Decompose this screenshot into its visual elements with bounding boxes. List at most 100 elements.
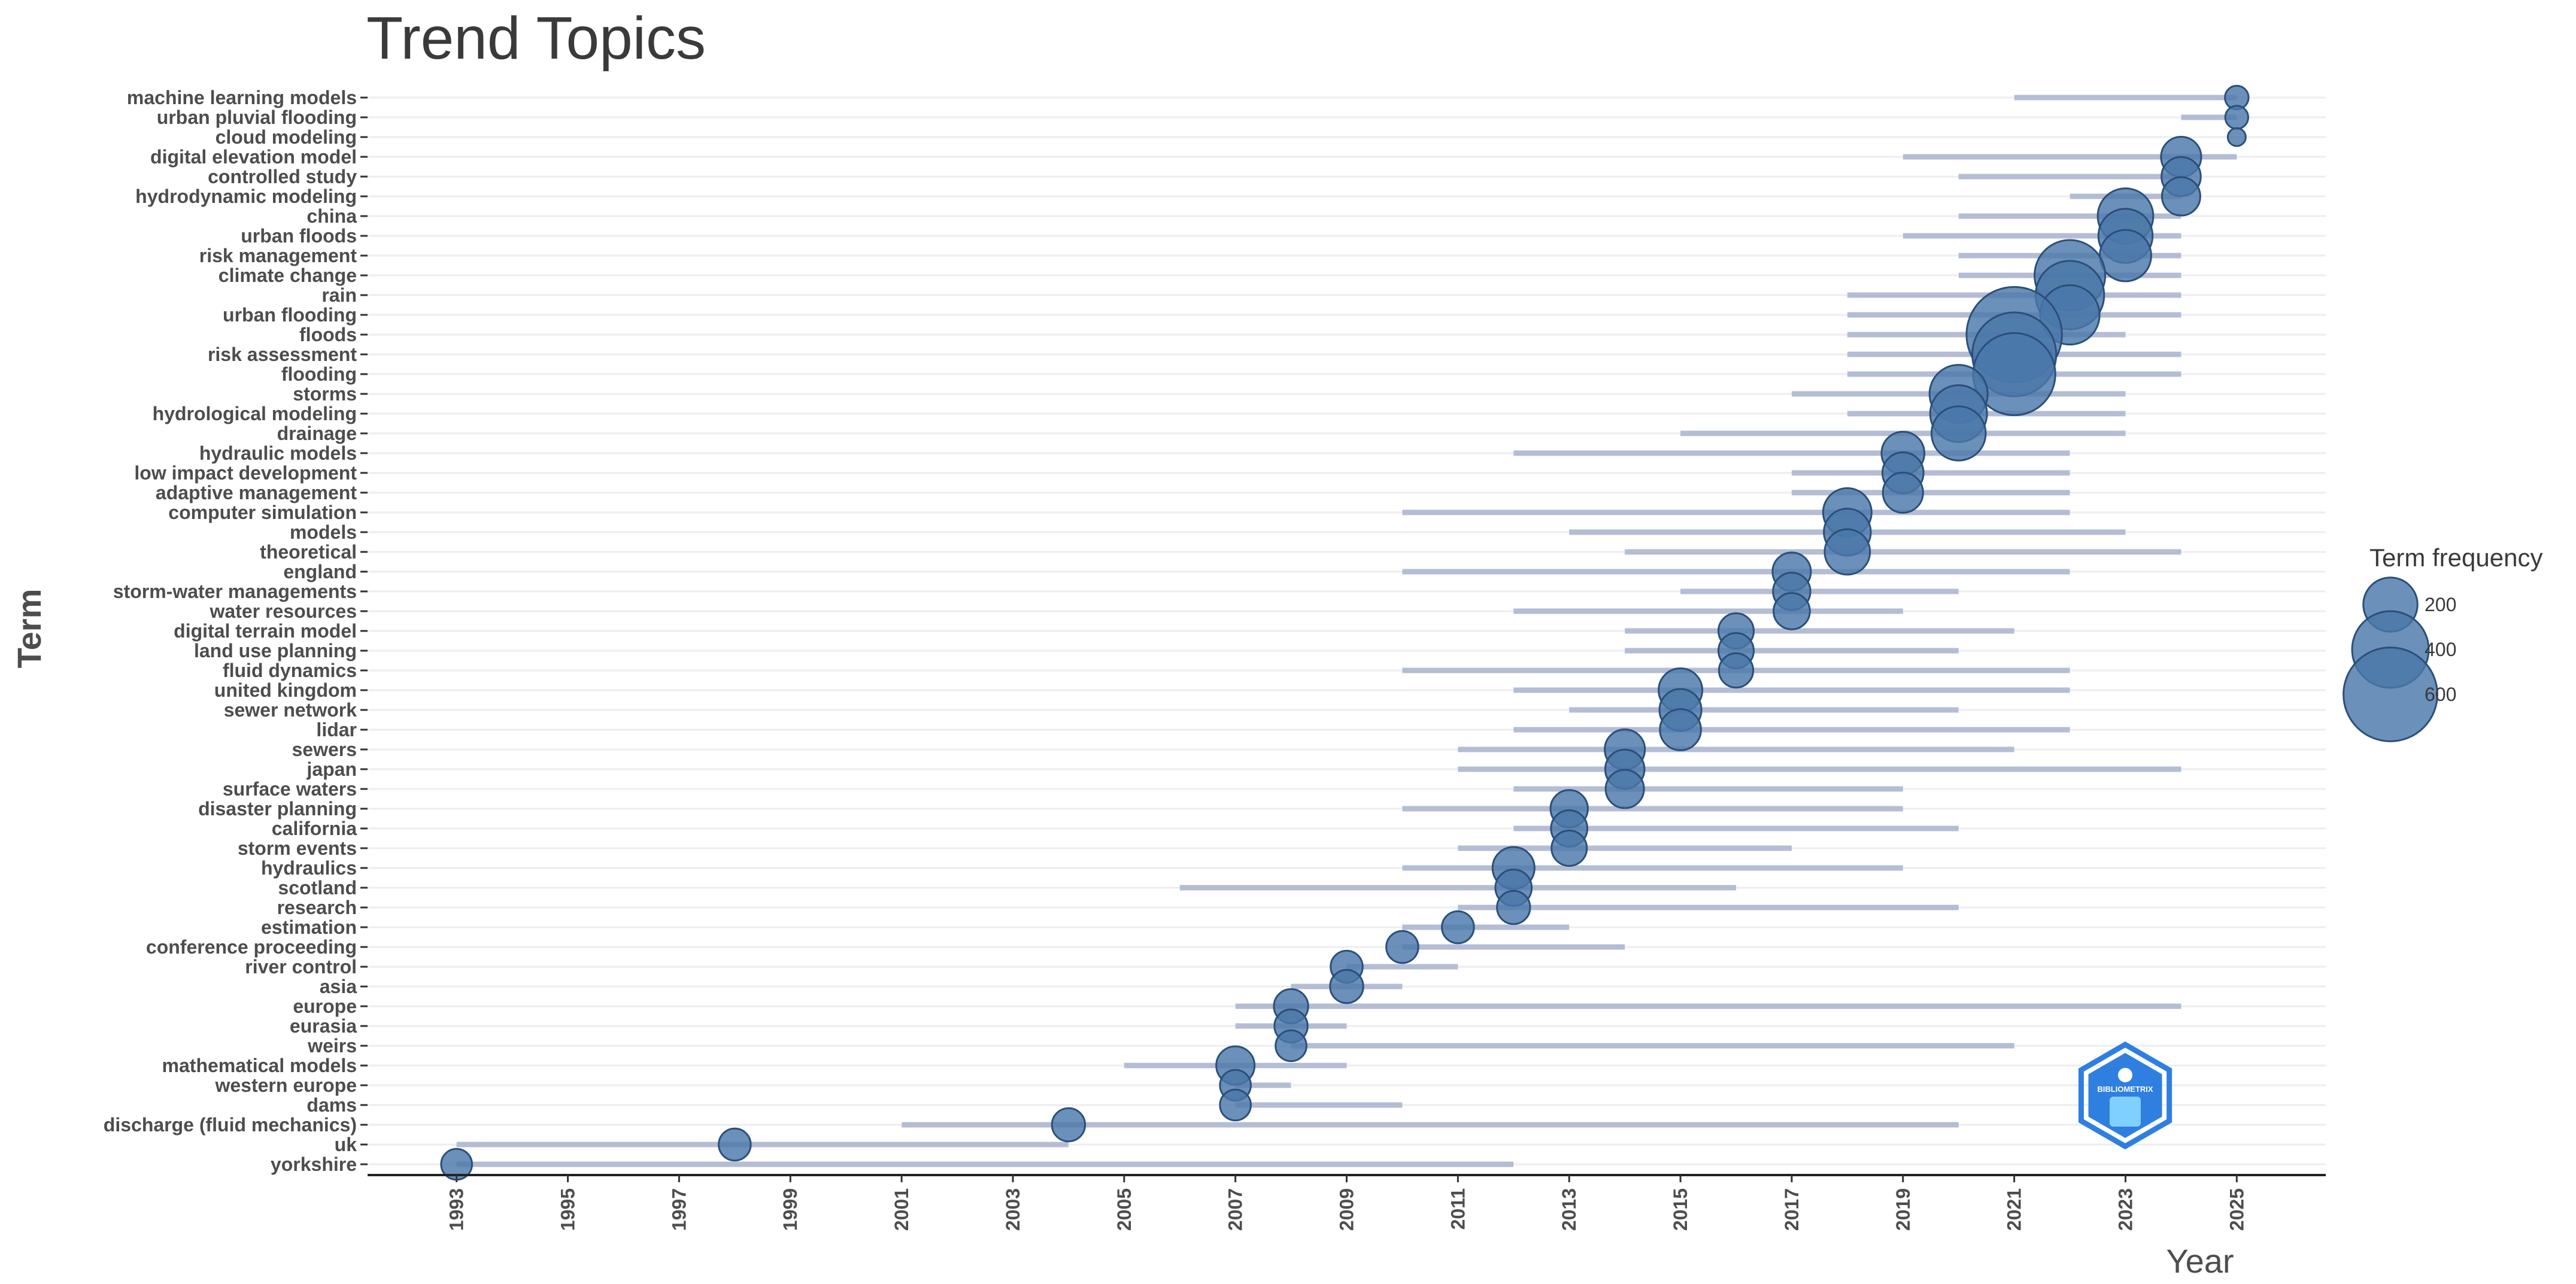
- term-label: eurasia: [290, 1015, 357, 1037]
- term-point: [1219, 1088, 1252, 1122]
- term-label: floods: [299, 324, 357, 345]
- term-point: [1882, 471, 1924, 514]
- term-label: europe: [293, 995, 357, 1017]
- term-label: machine learning models: [127, 87, 357, 108]
- logo-outer-hexagon: [2078, 1041, 2173, 1150]
- x-tick-label: 2007: [1225, 1188, 1246, 1231]
- term-point: [1773, 592, 1811, 630]
- term-label: united kingdom: [214, 679, 357, 701]
- term-label: sewers: [292, 739, 357, 760]
- term-label: river control: [245, 956, 357, 978]
- term-label: digital elevation model: [150, 146, 357, 168]
- term-label: drainage: [277, 423, 357, 444]
- term-point: [1051, 1107, 1087, 1143]
- term-label: lidar: [316, 719, 357, 740]
- term-label: california: [272, 818, 357, 839]
- term-point: [718, 1127, 752, 1162]
- term-label: sewer network: [224, 699, 357, 721]
- term-point: [2099, 229, 2152, 283]
- term-label: england: [283, 561, 357, 582]
- legend-label: 200: [2425, 594, 2456, 615]
- term-label: theoretical: [260, 541, 357, 563]
- legend-key: [2343, 646, 2438, 742]
- term-label: urban floods: [241, 225, 357, 247]
- term-label: mathematical models: [162, 1055, 357, 1076]
- term-label: climate change: [219, 265, 357, 286]
- term-point: [1718, 652, 1755, 689]
- term-label: flooding: [281, 363, 357, 385]
- x-tick-label: 2013: [1558, 1188, 1580, 1231]
- x-tick-label: 2017: [1781, 1188, 1803, 1231]
- logo-figure-icon: [2118, 1068, 2132, 1082]
- term-point: [2161, 176, 2201, 217]
- term-point: [2226, 127, 2247, 147]
- term-point: [1551, 829, 1588, 867]
- term-label: land use planning: [194, 640, 357, 661]
- x-tick-label: 1993: [446, 1188, 468, 1231]
- legend-label: 400: [2425, 639, 2456, 660]
- legend-title: Term frequency: [2369, 544, 2542, 572]
- term-point: [1823, 528, 1871, 576]
- x-tick-label: 2011: [1447, 1188, 1468, 1230]
- x-tick-label: 2023: [2114, 1188, 2136, 1231]
- term-label: conference proceeding: [146, 936, 357, 958]
- term-label: storm events: [238, 837, 357, 859]
- x-tick-label: 2021: [2004, 1188, 2025, 1231]
- term-label: controlled study: [208, 166, 357, 187]
- term-label: low impact development: [134, 462, 357, 484]
- term-label: estimation: [261, 916, 357, 938]
- term-point: [1496, 890, 1531, 925]
- term-label: cloud modeling: [216, 126, 357, 148]
- term-label: models: [290, 521, 357, 543]
- x-tick-label: 2001: [891, 1188, 912, 1231]
- term-label: dams: [307, 1094, 357, 1116]
- term-label: urban flooding: [223, 304, 357, 326]
- term-label: digital terrain model: [174, 620, 357, 642]
- x-axis: 1993 1995 1997 1999 2001 2003 2005 2007 2009 2011…: [368, 1174, 2326, 1231]
- term-label: risk assessment: [208, 344, 357, 365]
- term-label: hydrological modeling: [153, 403, 357, 424]
- x-tick-label: 2005: [1113, 1188, 1135, 1231]
- term-point: [1604, 769, 1645, 809]
- legend: Term frequency 200 400 600: [2343, 544, 2542, 742]
- x-tick-label: 2019: [1892, 1188, 1914, 1231]
- term-label: research: [277, 897, 357, 918]
- term-point: [1930, 405, 1987, 462]
- term-label: urban pluvial flooding: [157, 107, 357, 128]
- term-label: storms: [293, 383, 357, 405]
- term-label: storm-water managements: [113, 581, 357, 602]
- term-label: fluid dynamics: [223, 660, 357, 681]
- term-label: disaster planning: [198, 798, 357, 819]
- term-label: discharge (fluid mechanics): [104, 1114, 357, 1136]
- x-tick-label: 2015: [1670, 1188, 1691, 1231]
- legend-label: 600: [2425, 684, 2456, 705]
- term-point: [1275, 1029, 1307, 1063]
- term-label: weirs: [307, 1035, 357, 1057]
- term-label: adaptive management: [156, 482, 357, 503]
- term-label: water resources: [210, 600, 357, 622]
- x-tick-label: 1997: [668, 1188, 690, 1231]
- term-label: surface waters: [223, 778, 357, 800]
- bibliometrix-logo: BIBLIOMETRIX: [2078, 1041, 2173, 1150]
- term-label: hydrodynamic modeling: [135, 186, 357, 207]
- point-layer: [440, 84, 2250, 1181]
- term-point: [1659, 708, 1702, 751]
- term-label: asia: [320, 976, 357, 997]
- logo-book-icon: [2110, 1097, 2141, 1127]
- x-tick-label: 1995: [557, 1188, 579, 1231]
- logo-inner-hexagon: [2088, 1053, 2162, 1138]
- term-label: western europe: [214, 1074, 357, 1096]
- term-label: yorkshire: [271, 1154, 357, 1175]
- logo-text: BIBLIOMETRIX: [2097, 1085, 2153, 1094]
- x-axis-title: Year: [2166, 1242, 2234, 1280]
- term-label: risk management: [199, 245, 357, 266]
- x-tick-label: 2009: [1336, 1188, 1358, 1231]
- x-tick-label: 2003: [1002, 1188, 1024, 1231]
- term-label: scotland: [278, 877, 357, 899]
- term-label: china: [307, 205, 357, 227]
- term-label: rain: [321, 284, 357, 306]
- term-label: computer simulation: [168, 502, 357, 523]
- term-label: hydraulics: [261, 857, 357, 879]
